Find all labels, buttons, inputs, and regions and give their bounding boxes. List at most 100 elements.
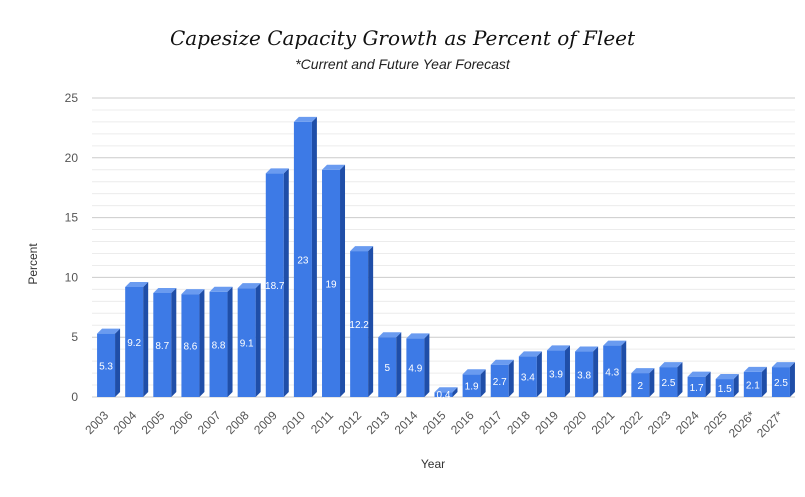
x-tick-label: 2004 xyxy=(111,408,140,437)
bar-front xyxy=(406,338,425,397)
bar-top xyxy=(490,359,514,365)
bar-side xyxy=(171,287,177,397)
data-label: 2.5 xyxy=(662,378,676,389)
bar-front xyxy=(659,367,678,397)
bar-side xyxy=(115,328,121,397)
bar-front xyxy=(603,345,622,397)
bar-side xyxy=(593,346,599,397)
bar-top xyxy=(715,374,739,380)
bar-2017 xyxy=(490,359,514,397)
bar-2027* xyxy=(771,362,795,397)
x-tick-label: 2025 xyxy=(701,408,730,437)
data-label: 3.9 xyxy=(549,370,563,381)
bar-front xyxy=(434,392,453,397)
bar-2018 xyxy=(518,351,542,397)
y-axis-ticks: 0 5 10 15 20 25 xyxy=(65,91,79,404)
bar-top xyxy=(575,346,599,352)
data-label: 8.7 xyxy=(155,341,169,352)
bar-front xyxy=(293,121,312,398)
x-tick-label: 2013 xyxy=(364,408,393,437)
bar-top xyxy=(350,246,374,252)
data-label: 1.7 xyxy=(690,383,704,394)
y-tick-label: 10 xyxy=(65,270,79,284)
x-tick-label: 2008 xyxy=(223,408,252,437)
bar-top xyxy=(546,345,570,351)
data-label: 5.3 xyxy=(99,361,113,372)
x-axis-ticks: 2003 2004 2005 2006 2007 2008 2009 2010 2011 2012… xyxy=(82,408,786,440)
bar-side xyxy=(452,387,458,397)
bar-2005 xyxy=(153,287,177,397)
bar-front xyxy=(322,169,341,397)
bar-top xyxy=(153,287,177,293)
bar-2013 xyxy=(378,332,402,397)
data-label: 4.3 xyxy=(605,367,619,378)
bar-side xyxy=(761,366,767,397)
x-tick-label: 2019 xyxy=(532,408,561,437)
data-label: 0.4 xyxy=(437,390,451,401)
x-tick-label: 2015 xyxy=(420,408,449,437)
data-label: 2.1 xyxy=(746,380,760,391)
bar-side xyxy=(255,283,261,397)
x-tick-label: 2016 xyxy=(448,408,477,437)
bar-front xyxy=(518,356,537,397)
bar-side xyxy=(621,340,627,397)
data-label: 8.8 xyxy=(212,340,226,351)
x-tick-label: 2018 xyxy=(504,408,533,437)
bar-side xyxy=(227,286,233,397)
bar-2021 xyxy=(603,340,627,397)
bar-front xyxy=(125,286,144,397)
x-tick-label: 2007 xyxy=(195,408,224,437)
bar-front xyxy=(462,374,481,397)
x-tick-label: 2009 xyxy=(251,408,280,437)
data-label: 3.4 xyxy=(521,373,535,384)
data-label: 4.9 xyxy=(408,364,422,375)
data-label: 12.2 xyxy=(349,320,369,331)
bar-top xyxy=(322,164,346,170)
bars: 5.3 9.2 8.7 8.6 8.8 9.1 18.7 23 19 12.2 5 4.9 0.4 1.9… xyxy=(97,116,795,401)
data-label: 23 xyxy=(297,255,309,266)
bar-2025 xyxy=(715,374,739,397)
data-label: 1.5 xyxy=(718,384,732,395)
data-label: 9.2 xyxy=(127,338,141,349)
bar-front xyxy=(181,294,200,397)
y-tick-label: 20 xyxy=(65,151,79,165)
data-label: 18.7 xyxy=(265,281,285,292)
data-label: 1.9 xyxy=(465,382,479,393)
bar-side xyxy=(340,164,346,397)
bar-2026* xyxy=(743,366,767,397)
y-tick-label: 15 xyxy=(65,211,79,225)
data-label: 2.5 xyxy=(774,378,788,389)
chart-subtitle: *Current and Future Year Forecast xyxy=(295,56,510,72)
x-tick-label: 2020 xyxy=(560,408,589,437)
x-tick-label: 2006 xyxy=(167,408,196,437)
bar-2003 xyxy=(97,328,121,397)
bar-top xyxy=(603,340,627,346)
x-tick-label: 2017 xyxy=(476,408,505,437)
bar-side xyxy=(143,281,149,397)
bar-top xyxy=(687,371,711,377)
bar-front xyxy=(237,288,256,397)
bar-2023 xyxy=(659,362,683,397)
bar-front xyxy=(97,333,116,397)
y-tick-label: 25 xyxy=(65,91,79,105)
bar-2004 xyxy=(125,281,149,397)
bar-side xyxy=(480,369,486,397)
bar-front xyxy=(546,350,565,397)
x-tick-label: 2026* xyxy=(726,408,758,440)
bar-side xyxy=(199,289,205,397)
bar-top xyxy=(125,281,149,287)
bar-2012 xyxy=(350,246,374,397)
bar-front xyxy=(378,337,397,397)
bar-top xyxy=(265,168,289,174)
bar-side xyxy=(789,362,795,397)
bar-top xyxy=(293,116,317,122)
bar-2020 xyxy=(575,346,599,397)
x-tick-label: 2005 xyxy=(139,408,168,437)
bar-top xyxy=(518,351,542,357)
bar-2009 xyxy=(265,168,289,397)
x-tick-label: 2022 xyxy=(617,408,646,437)
x-tick-label: 2023 xyxy=(645,408,674,437)
bar-front xyxy=(715,379,734,397)
bar-side xyxy=(649,368,655,397)
bar-front xyxy=(490,364,509,397)
